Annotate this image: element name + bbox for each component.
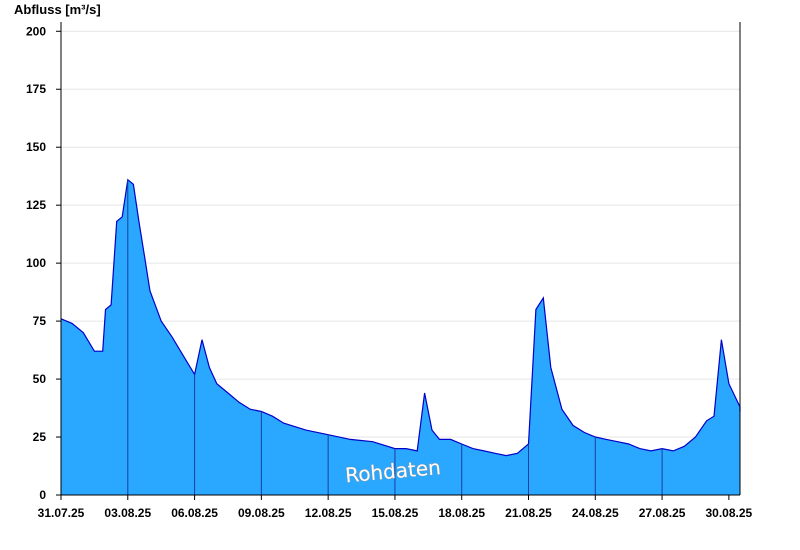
x-tick-label: 21.08.25 [505,506,552,520]
x-tick-label: 30.08.25 [706,506,753,520]
x-tick-label: 03.08.25 [104,506,151,520]
y-tick-label: 125 [26,198,46,212]
y-axis-ticks: 0 25 50 75 100 125 150 175 200 [26,24,61,502]
x-tick-label: 09.08.25 [238,506,285,520]
x-tick-label: 18.08.25 [438,506,485,520]
x-tick-label: 27.08.25 [639,506,686,520]
x-tick-label: 31.07.25 [38,506,85,520]
x-tick-label: 06.08.25 [171,506,218,520]
x-tick-label: 15.08.25 [372,506,419,520]
plot-area [60,178,741,495]
discharge-line [60,178,741,457]
y-tick-label: 175 [26,82,46,96]
date-drop-lines [127,179,663,495]
x-axis-ticks: 31.07.25 03.08.25 06.08.25 09.08.25 12.08.25… [38,495,753,520]
x-tick-label: 24.08.25 [572,506,619,520]
y-tick-label: 0 [39,488,46,502]
y-tick-label: 50 [33,372,47,386]
y-tick-label: 75 [33,314,47,328]
x-tick-label: 12.08.25 [305,506,352,520]
y-tick-label: 150 [26,140,46,154]
y-axis-label: Abfluss [m³/s] [14,2,101,17]
y-tick-label: 100 [26,256,46,270]
discharge-area [61,179,740,495]
y-tick-label: 200 [26,24,46,38]
y-tick-label: 25 [33,430,47,444]
axes [60,22,741,496]
